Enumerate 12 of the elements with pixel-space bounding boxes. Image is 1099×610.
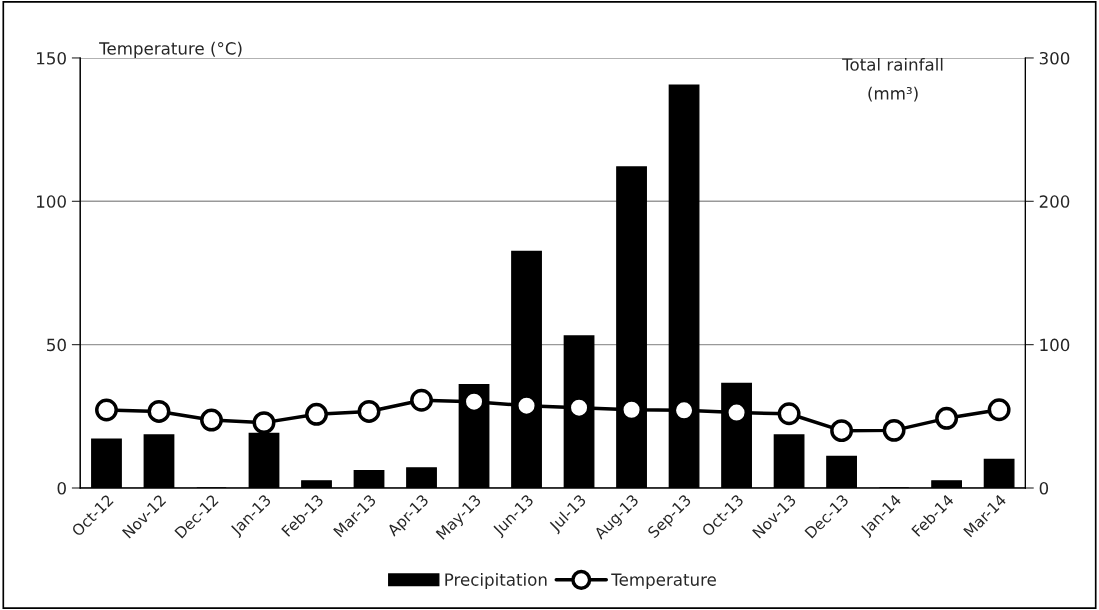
y2-tick-label: 100 <box>1040 338 1070 352</box>
y-tick-label: 50 <box>47 338 66 352</box>
y2-tick-label: 200 <box>1039 195 1070 208</box>
y-tick-label: 150 <box>37 51 66 65</box>
y2-tick-label: 0 <box>1039 481 1049 495</box>
y-axis-title: Temperature (°C) <box>99 41 242 58</box>
y2-tick-label: 300 <box>1039 51 1070 65</box>
legend-label: Precipitation <box>445 572 547 590</box>
y-tick-label: 0 <box>57 481 66 495</box>
legend-label: Temperature <box>611 573 716 590</box>
y-tick-label: 100 <box>37 195 66 208</box>
y2-axis-title: Total rainfall (mm³) <box>842 57 943 102</box>
